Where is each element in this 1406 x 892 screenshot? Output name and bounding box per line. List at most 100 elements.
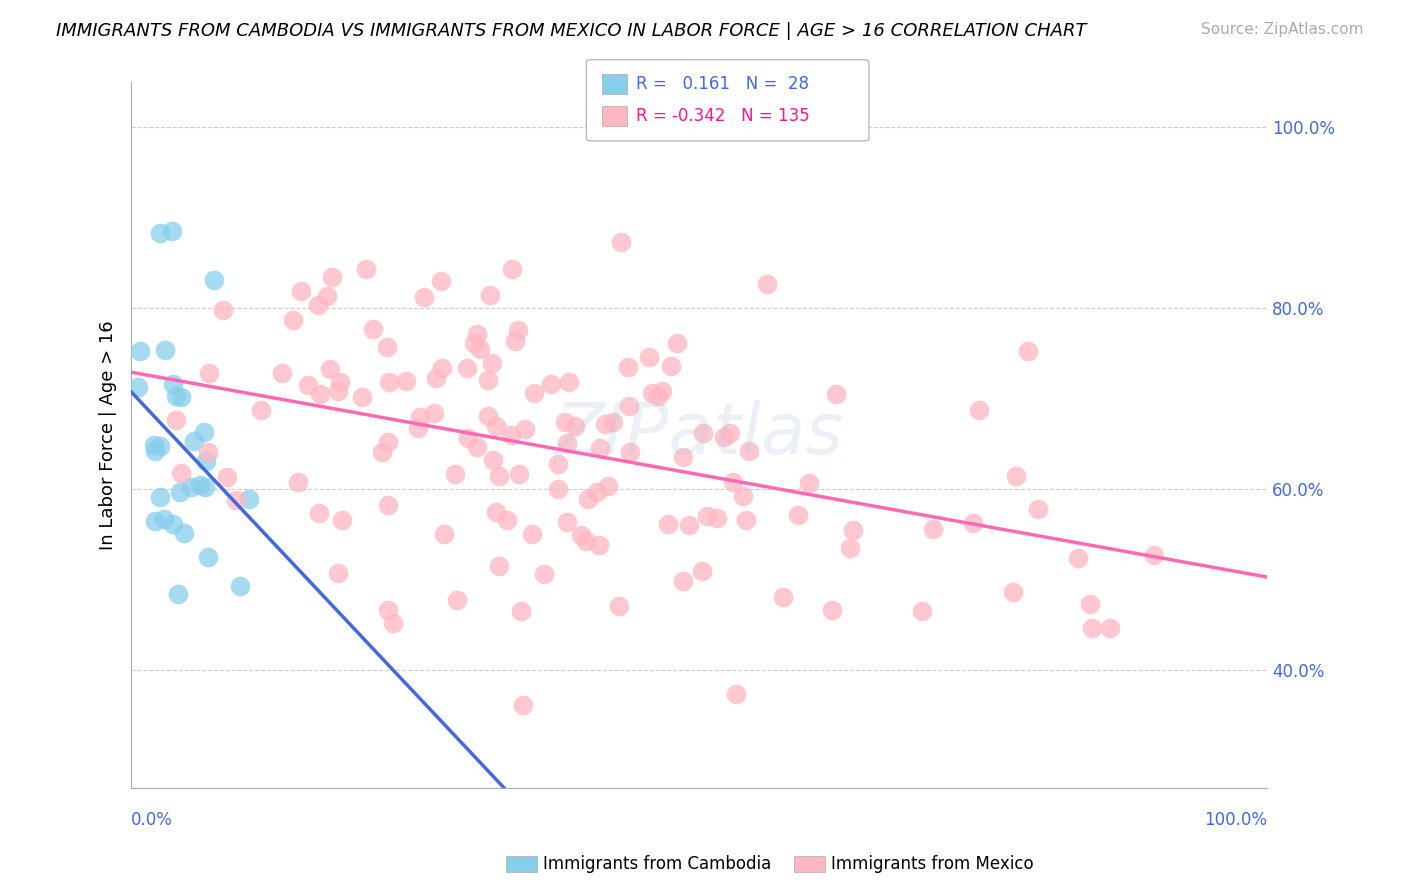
- Point: [666, 336, 689, 351]
- Point: [149, 439, 172, 453]
- Text: IMMIGRANTS FROM CAMBODIA VS IMMIGRANTS FROM MEXICO IN LABOR FORCE | AGE > 16 COR: IMMIGRANTS FROM CAMBODIA VS IMMIGRANTS F…: [56, 22, 1087, 40]
- Point: [238, 491, 260, 506]
- Point: [212, 303, 235, 318]
- Point: [841, 523, 863, 537]
- Point: [657, 517, 679, 532]
- Point: [169, 484, 191, 499]
- Point: [229, 579, 252, 593]
- Point: [290, 284, 312, 298]
- Point: [1066, 550, 1088, 565]
- Point: [170, 390, 193, 404]
- Point: [690, 564, 713, 578]
- Point: [413, 290, 436, 304]
- Point: [485, 505, 508, 519]
- Point: [142, 437, 165, 451]
- Point: [468, 343, 491, 357]
- Point: [558, 376, 581, 390]
- Point: [485, 418, 508, 433]
- Point: [696, 508, 718, 523]
- Point: [197, 444, 219, 458]
- Point: [430, 274, 453, 288]
- Point: [381, 615, 404, 630]
- Point: [554, 415, 576, 429]
- Point: [195, 454, 218, 468]
- Point: [166, 587, 188, 601]
- Point: [1017, 343, 1039, 358]
- Point: [423, 406, 446, 420]
- Point: [610, 235, 633, 250]
- Point: [149, 226, 172, 240]
- Point: [593, 417, 616, 431]
- Point: [1001, 584, 1024, 599]
- Point: [921, 522, 943, 536]
- Point: [772, 590, 794, 604]
- Point: [495, 513, 517, 527]
- Point: [432, 527, 454, 541]
- Point: [1098, 621, 1121, 635]
- Point: [271, 366, 294, 380]
- Point: [638, 350, 661, 364]
- Point: [1026, 501, 1049, 516]
- Point: [617, 359, 640, 374]
- Point: [513, 422, 536, 436]
- Point: [165, 413, 187, 427]
- Point: [308, 386, 330, 401]
- Point: [557, 515, 579, 529]
- Point: [787, 508, 810, 522]
- Point: [409, 410, 432, 425]
- Point: [350, 390, 373, 404]
- Point: [617, 399, 640, 413]
- Point: [547, 482, 569, 496]
- Point: [197, 550, 219, 565]
- Point: [281, 313, 304, 327]
- Point: [183, 434, 205, 448]
- Point: [482, 453, 505, 467]
- Point: [225, 492, 247, 507]
- Point: [465, 440, 488, 454]
- Point: [143, 514, 166, 528]
- Point: [672, 450, 695, 464]
- Point: [692, 426, 714, 441]
- Point: [316, 289, 339, 303]
- Point: [456, 361, 478, 376]
- Point: [170, 466, 193, 480]
- Point: [718, 425, 741, 440]
- Text: 0.0%: 0.0%: [131, 811, 173, 829]
- Point: [127, 380, 149, 394]
- Point: [508, 467, 530, 481]
- Point: [152, 512, 174, 526]
- Point: [640, 386, 662, 401]
- Point: [533, 566, 555, 581]
- Point: [738, 443, 761, 458]
- Point: [160, 224, 183, 238]
- Point: [394, 374, 416, 388]
- Text: Immigrants from Cambodia: Immigrants from Cambodia: [543, 855, 770, 873]
- Point: [250, 403, 273, 417]
- Point: [607, 599, 630, 613]
- Point: [721, 475, 744, 489]
- Point: [180, 480, 202, 494]
- Point: [202, 272, 225, 286]
- Point: [217, 470, 239, 484]
- Point: [153, 343, 176, 358]
- Point: [755, 277, 778, 291]
- Point: [799, 475, 821, 490]
- Point: [647, 389, 669, 403]
- Point: [477, 409, 499, 424]
- Point: [406, 420, 429, 434]
- Point: [1078, 597, 1101, 611]
- Point: [602, 416, 624, 430]
- Point: [488, 559, 510, 574]
- Point: [488, 469, 510, 483]
- Point: [297, 377, 319, 392]
- Point: [706, 511, 728, 525]
- Point: [557, 435, 579, 450]
- Point: [672, 574, 695, 588]
- Point: [326, 384, 349, 398]
- Point: [967, 402, 990, 417]
- Point: [512, 698, 534, 713]
- Point: [377, 434, 399, 449]
- Point: [547, 457, 569, 471]
- Point: [377, 603, 399, 617]
- Point: [596, 479, 619, 493]
